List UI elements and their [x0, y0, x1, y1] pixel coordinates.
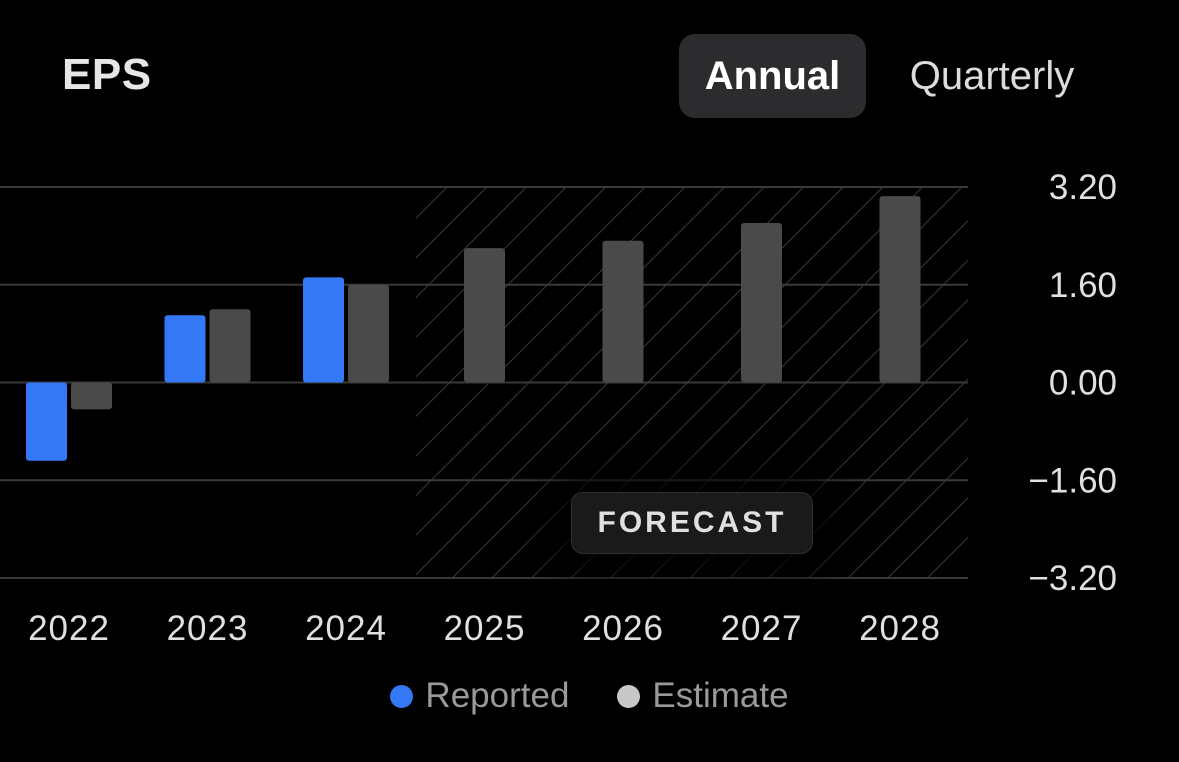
bar-estimate-2024 — [348, 284, 389, 383]
bar-reported-2024 — [303, 277, 344, 383]
y-tick-label: 3.20 — [1049, 168, 1117, 207]
legend-item-estimate[interactable]: Estimate — [617, 676, 789, 716]
bar-estimate-2028 — [879, 196, 921, 383]
x-tick-label: 2027 — [721, 609, 803, 648]
bar-estimate-2025 — [464, 248, 505, 383]
legend-label-reported: Reported — [425, 676, 570, 715]
eps-bar-chart: 3.20 1.60 0.00 −1.60 −3.20 2022 2023 2024 2025 20… — [0, 168, 1117, 648]
y-tick-label: −1.60 — [1028, 461, 1117, 500]
bar-estimate-2027 — [741, 223, 782, 383]
bar-reported-2023 — [164, 315, 206, 383]
tab-annual[interactable]: Annual — [679, 34, 866, 118]
legend-item-reported[interactable]: Reported — [390, 676, 569, 716]
x-tick-label: 2028 — [859, 609, 941, 648]
chart-legend: Reported Estimate — [0, 676, 1179, 716]
y-tick-label: −3.20 — [1028, 559, 1117, 598]
bar-reported-2022 — [26, 382, 67, 461]
chart-title: EPS — [62, 50, 152, 99]
y-tick-label: 1.60 — [1049, 266, 1117, 305]
bar-estimate-2022 — [71, 382, 112, 410]
bar-estimate-2023 — [209, 309, 251, 383]
bar-estimate-2026 — [602, 240, 644, 383]
x-tick-label: 2024 — [305, 609, 387, 648]
legend-dot-estimate — [617, 684, 641, 708]
forecast-badge: FORECAST — [571, 492, 813, 554]
x-tick-label: 2022 — [28, 609, 110, 648]
x-tick-label: 2025 — [444, 609, 526, 648]
legend-dot-reported — [390, 684, 414, 708]
x-tick-label: 2023 — [167, 609, 249, 648]
tab-quarterly[interactable]: Quarterly — [909, 53, 1075, 98]
x-tick-label: 2026 — [582, 609, 664, 648]
legend-label-estimate: Estimate — [652, 676, 789, 715]
y-tick-label: 0.00 — [1049, 364, 1117, 403]
